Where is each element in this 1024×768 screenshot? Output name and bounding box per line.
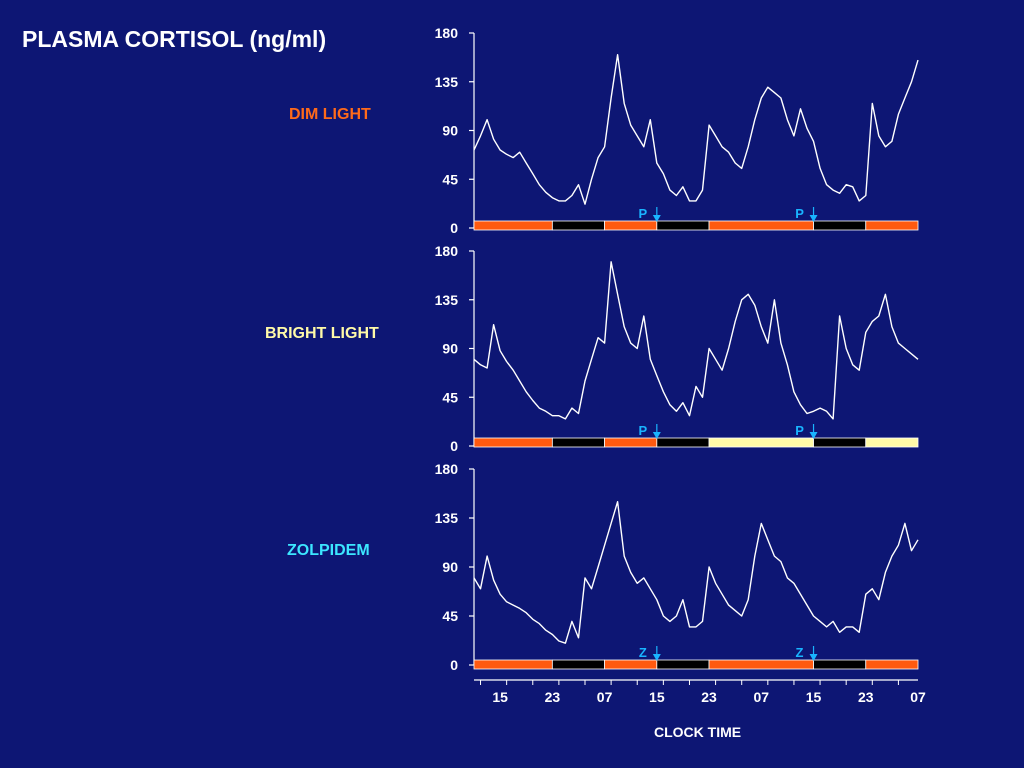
light-dark-segment: [813, 437, 867, 448]
light-dark-segment: [813, 220, 867, 231]
light-dark-segment: [551, 220, 605, 231]
light-dark-segment: [656, 220, 710, 231]
y-tick-label: 0: [450, 220, 458, 236]
x-axis-title: CLOCK TIME: [654, 724, 742, 740]
y-tick-label: 180: [435, 25, 459, 41]
marker-letter: P: [795, 423, 804, 438]
light-dark-segment: [865, 659, 919, 670]
light-dark-segment: [604, 659, 658, 670]
cortisol-trace: [473, 501, 919, 644]
light-dark-segment: [708, 659, 814, 670]
page-title: PLASMA CORTISOL (ng/ml): [22, 26, 327, 52]
light-dark-segment: [473, 220, 553, 231]
marker-arrow-head: [809, 432, 818, 439]
light-dark-segment: [473, 437, 553, 448]
panel-label-bright-light: BRIGHT LIGHT: [265, 325, 379, 342]
light-dark-segment: [604, 220, 658, 231]
y-tick-label: 90: [442, 341, 458, 357]
x-tick-label: 23: [545, 689, 561, 705]
x-tick-label: 15: [806, 689, 822, 705]
light-dark-segment: [551, 437, 605, 448]
y-tick-label: 45: [442, 389, 458, 405]
marker-arrow-head: [652, 654, 661, 661]
y-tick-label: 135: [435, 74, 459, 90]
light-dark-segment: [708, 437, 814, 448]
y-tick-label: 90: [442, 123, 458, 139]
marker-letter: Z: [639, 645, 647, 660]
light-dark-segment: [656, 659, 710, 670]
x-tick-label: 23: [701, 689, 717, 705]
panel-label-dim-light: DIM LIGHT: [289, 106, 371, 123]
x-tick-label: 15: [649, 689, 665, 705]
y-tick-label: 90: [442, 559, 458, 575]
marker-letter: P: [638, 423, 647, 438]
marker-arrow-head: [809, 654, 818, 661]
x-tick-label: 07: [910, 689, 926, 705]
x-tick-label: 15: [492, 689, 508, 705]
y-tick-label: 180: [435, 243, 459, 259]
marker-arrow-head: [809, 215, 818, 222]
x-tick-label: 23: [858, 689, 874, 705]
x-tick-label: 07: [754, 689, 770, 705]
light-dark-segment: [551, 659, 605, 670]
light-dark-segment: [604, 437, 658, 448]
x-tick-label: 07: [597, 689, 613, 705]
cortisol-trace: [473, 261, 919, 420]
y-tick-label: 135: [435, 510, 459, 526]
cortisol-trace: [473, 54, 919, 205]
light-dark-segment: [473, 659, 553, 670]
marker-letter: Z: [796, 645, 804, 660]
light-dark-segment: [865, 437, 919, 448]
light-dark-segment: [813, 659, 867, 670]
light-dark-segment: [656, 437, 710, 448]
panel-label-zolpidem: ZOLPIDEM: [287, 542, 370, 559]
light-dark-segment: [708, 220, 814, 231]
y-tick-label: 0: [450, 657, 458, 673]
marker-letter: P: [638, 206, 647, 221]
y-tick-label: 0: [450, 438, 458, 454]
y-tick-label: 45: [442, 608, 458, 624]
light-dark-segment: [865, 220, 919, 231]
marker-arrow-head: [652, 432, 661, 439]
y-tick-label: 45: [442, 171, 458, 187]
y-tick-label: 180: [435, 461, 459, 477]
marker-arrow-head: [652, 215, 661, 222]
marker-letter: P: [795, 206, 804, 221]
y-tick-label: 135: [435, 292, 459, 308]
